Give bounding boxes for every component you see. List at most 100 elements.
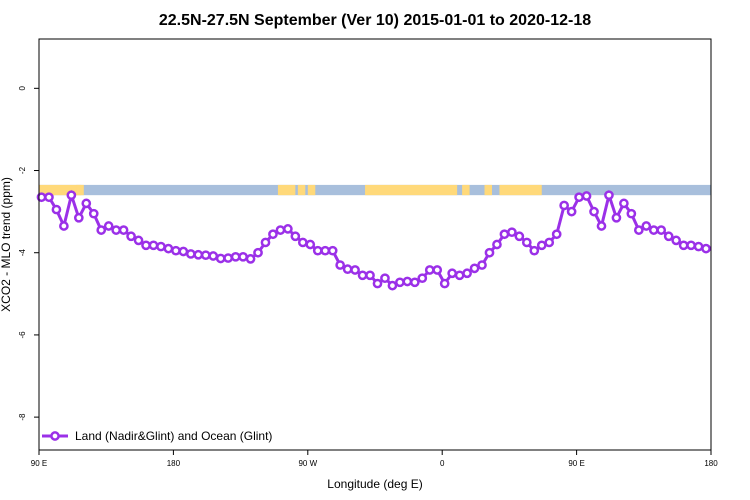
data-point bbox=[327, 245, 338, 256]
data-series bbox=[36, 189, 711, 291]
data-point bbox=[589, 206, 599, 217]
data-point bbox=[73, 212, 84, 223]
data-point bbox=[477, 260, 487, 270]
data-point bbox=[701, 243, 711, 254]
data-point bbox=[387, 280, 398, 291]
y-tick-label: -4 bbox=[18, 249, 27, 257]
data-point bbox=[559, 200, 570, 211]
data-point bbox=[626, 208, 637, 219]
land-band bbox=[484, 184, 492, 196]
y-tick-label: 0 bbox=[18, 86, 27, 91]
y-tick-label: -2 bbox=[18, 166, 27, 174]
data-point bbox=[604, 190, 614, 201]
land-ocean-strip bbox=[39, 184, 711, 196]
data-point bbox=[648, 225, 659, 235]
data-point bbox=[148, 240, 159, 251]
data-point bbox=[551, 229, 562, 240]
data-point bbox=[611, 212, 622, 223]
data-point bbox=[200, 250, 211, 261]
data-point bbox=[208, 251, 219, 261]
data-point bbox=[320, 245, 331, 256]
land-band bbox=[76, 184, 82, 196]
data-point bbox=[96, 225, 107, 235]
data-point bbox=[402, 276, 413, 287]
data-point bbox=[521, 237, 532, 248]
y-axis: 0 -2 -4 -6 -8 bbox=[18, 86, 39, 421]
data-point bbox=[59, 221, 69, 231]
data-point bbox=[81, 198, 92, 209]
data-point bbox=[641, 221, 652, 231]
data-point bbox=[268, 229, 278, 240]
land-band bbox=[39, 184, 84, 196]
land-band bbox=[499, 184, 542, 196]
data-point bbox=[335, 260, 346, 270]
data-point bbox=[245, 254, 256, 264]
data-point bbox=[439, 278, 450, 289]
data-point bbox=[633, 225, 644, 235]
data-point bbox=[44, 192, 54, 203]
data-point bbox=[678, 240, 689, 251]
data-point bbox=[365, 270, 375, 281]
data-point bbox=[619, 198, 629, 209]
data-point bbox=[454, 270, 465, 281]
land-band bbox=[297, 184, 306, 196]
data-point bbox=[432, 265, 443, 275]
y-axis-label: XCO2 - MLO trend (ppm) bbox=[0, 177, 13, 312]
data-point bbox=[185, 249, 196, 259]
data-point bbox=[462, 268, 472, 279]
land-band bbox=[277, 184, 296, 196]
data-point bbox=[395, 277, 405, 288]
x-tick-label: 180 bbox=[167, 459, 181, 468]
data-point bbox=[297, 237, 308, 248]
data-point bbox=[141, 240, 151, 251]
data-point bbox=[118, 225, 129, 235]
data-point bbox=[66, 190, 77, 201]
data-point bbox=[409, 277, 420, 288]
land-band bbox=[365, 184, 458, 196]
data-point bbox=[447, 268, 458, 279]
data-point bbox=[492, 239, 502, 250]
data-point bbox=[230, 251, 241, 262]
data-point bbox=[133, 235, 144, 246]
y-tick-label: -6 bbox=[18, 331, 27, 339]
data-point bbox=[253, 247, 263, 258]
data-point bbox=[484, 247, 495, 258]
x-tick-label: 90 E bbox=[31, 459, 47, 468]
data-point bbox=[103, 221, 114, 231]
data-point bbox=[424, 265, 435, 275]
data-point bbox=[507, 227, 517, 238]
data-point bbox=[193, 249, 204, 260]
data-point bbox=[51, 204, 62, 215]
data-point bbox=[417, 273, 428, 284]
data-point bbox=[544, 237, 555, 248]
data-point bbox=[514, 231, 525, 242]
data-point bbox=[111, 225, 122, 235]
legend-entry: Land (Nadir&Glint) and Ocean (Glint) bbox=[75, 429, 272, 443]
x-tick-label: 90 W bbox=[298, 459, 317, 468]
x-axis: 90 E 180 90 W 0 90 E 180 bbox=[31, 450, 718, 468]
data-point bbox=[290, 231, 301, 242]
data-point bbox=[536, 240, 547, 251]
legend-marker-swatch bbox=[50, 431, 60, 441]
data-point bbox=[372, 278, 383, 289]
data-point bbox=[469, 263, 480, 274]
data-point bbox=[342, 264, 353, 275]
data-point bbox=[581, 191, 592, 201]
data-point bbox=[656, 225, 667, 235]
x-tick-label: 90 E bbox=[568, 459, 584, 468]
chart-title: 22.5N-27.5N September (Ver 10) 2015-01-0… bbox=[159, 12, 591, 29]
data-point bbox=[178, 246, 189, 257]
data-point bbox=[566, 206, 577, 217]
data-point bbox=[260, 237, 271, 248]
data-point bbox=[663, 231, 674, 242]
data-point bbox=[88, 208, 99, 219]
data-point bbox=[686, 240, 696, 251]
data-point bbox=[238, 251, 248, 262]
data-point bbox=[499, 229, 510, 240]
y-tick-label: -8 bbox=[18, 413, 27, 421]
data-point bbox=[671, 235, 682, 246]
data-point bbox=[574, 192, 584, 203]
data-point bbox=[380, 273, 390, 284]
data-point bbox=[283, 224, 293, 234]
